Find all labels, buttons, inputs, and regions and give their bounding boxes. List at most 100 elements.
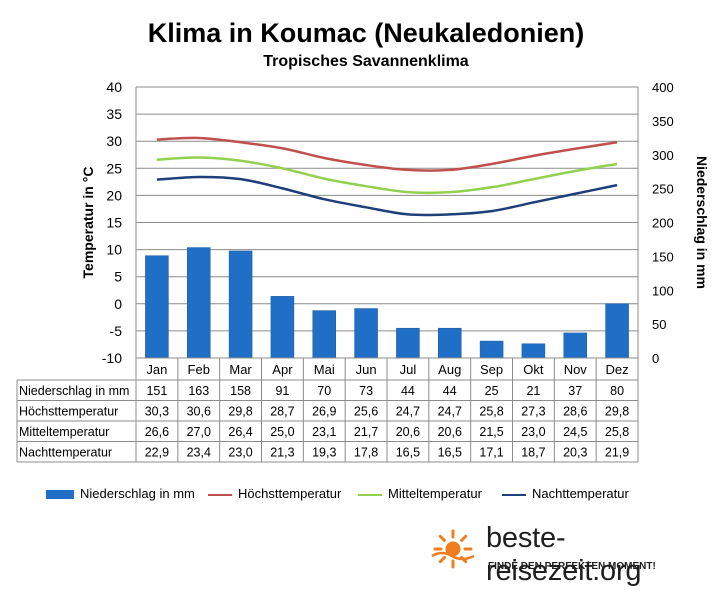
sun-icon	[431, 529, 475, 569]
month-label: Sep	[480, 362, 503, 377]
legend-item-precipitation: Niederschlag in mm	[46, 486, 195, 501]
precipitation-bar	[312, 310, 337, 359]
table-cell: 16,5	[396, 446, 420, 460]
right-tick-label: 0	[652, 351, 659, 366]
table-cell: 44	[443, 384, 457, 398]
precipitation-bar	[563, 332, 588, 359]
chart-title: Klima in Koumac (Neukaledonien)	[147, 18, 585, 48]
table-cell: 20,3	[563, 446, 587, 460]
table-cell: 23,1	[312, 425, 336, 439]
table-cell: 20,6	[438, 425, 462, 439]
table-cell: 30,6	[187, 405, 211, 419]
table-cell: 28,6	[563, 405, 587, 419]
table-cell: 163	[188, 384, 209, 398]
precipitation-bar	[521, 343, 546, 359]
temperature-lines	[156, 136, 618, 217]
table-cell: 17,1	[479, 446, 503, 460]
max-temp-line	[156, 136, 618, 172]
legend-swatch-line	[358, 493, 382, 496]
left-tick-label: -10	[102, 350, 122, 366]
table-cell: 21,9	[605, 446, 629, 460]
table-row-label: Nachttemperatur	[19, 446, 112, 460]
precipitation-bar	[479, 340, 504, 359]
table-row-label: Höchsttemperatur	[19, 405, 118, 419]
table-cell: 25	[485, 384, 499, 398]
left-tick-label: 0	[114, 296, 122, 312]
axes: 4035302520151050-5-104003503002502001501…	[80, 79, 710, 377]
table-cell: 37	[568, 384, 582, 398]
month-label: Jun	[356, 362, 377, 377]
left-tick-label: 10	[106, 242, 122, 258]
table-cell: 29,8	[605, 405, 629, 419]
table-cell: 25,8	[605, 425, 629, 439]
precipitation-bar	[396, 327, 420, 359]
right-tick-label: 50	[652, 317, 666, 332]
right-tick-label: 150	[652, 249, 674, 264]
legend-item-max-temp: Höchsttemperatur	[208, 486, 341, 501]
month-label: Dez	[606, 362, 629, 377]
table-cell: 23,0	[521, 425, 545, 439]
table-cell: 21	[526, 384, 540, 398]
chart-subtitle: Tropisches Savannenklima	[263, 53, 469, 70]
table-cell: 26,9	[312, 405, 336, 419]
table-cell: 24,7	[396, 405, 420, 419]
gridlines	[136, 86, 638, 359]
table-cell: 20,6	[396, 425, 420, 439]
climate-chart: 4035302520151050-5-104003503002502001501…	[16, 79, 710, 463]
month-label: Mar	[229, 362, 252, 377]
table-cell: 73	[359, 384, 373, 398]
legend-swatch-bar	[46, 490, 74, 500]
legend-swatch-line	[502, 493, 526, 496]
table-row-label: Mitteltemperatur	[19, 425, 109, 439]
legend-swatch-line	[208, 493, 232, 496]
table-cell: 70	[317, 384, 331, 398]
brand-logo: beste-reisezeit.org FINDE DEN PERFEKTEN …	[430, 520, 720, 590]
left-tick-label: -5	[110, 323, 123, 339]
right-tick-label: 200	[652, 216, 674, 231]
table-cell: 26,4	[228, 425, 252, 439]
table-cell: 23,0	[228, 446, 252, 460]
table-cell: 26,6	[145, 425, 169, 439]
precipitation-bar	[354, 308, 378, 359]
right-tick-label: 100	[652, 283, 674, 298]
table-cell: 22,9	[145, 446, 169, 460]
left-tick-label: 5	[114, 269, 122, 285]
legend-label: Mitteltemperatur	[388, 486, 482, 501]
brand-name: beste-reisezeit.org	[486, 522, 642, 587]
table-cell: 24,5	[563, 425, 587, 439]
legend-item-night-temp: Nachttemperatur	[502, 486, 629, 501]
table-cell: 19,3	[312, 446, 336, 460]
month-label: Jan	[146, 362, 167, 377]
legend-label: Niederschlag in mm	[80, 486, 195, 501]
table-cell: 18,7	[521, 446, 545, 460]
table-cell: 27,3	[521, 405, 545, 419]
table-cell: 25,6	[354, 405, 378, 419]
month-label: Feb	[188, 362, 210, 377]
table-cell: 80	[610, 384, 624, 398]
table-cell: 16,5	[438, 446, 462, 460]
month-label: Jul	[400, 362, 417, 377]
table-cell: 30,3	[145, 405, 169, 419]
month-label: Aug	[438, 362, 461, 377]
table-cell: 28,7	[270, 405, 294, 419]
precipitation-bar	[605, 303, 629, 359]
month-label: Okt	[523, 362, 544, 377]
left-tick-label: 25	[106, 160, 122, 176]
right-tick-label: 400	[652, 80, 674, 95]
left-tick-label: 35	[106, 106, 122, 122]
precipitation-bars	[145, 247, 629, 359]
table-cell: 158	[230, 384, 251, 398]
precipitation-bar	[270, 296, 295, 359]
left-tick-label: 15	[106, 215, 122, 231]
month-label: Nov	[564, 362, 588, 377]
table-cell: 21,7	[354, 425, 378, 439]
data-table: Niederschlag in mm 151 163 158 91 70 73 44 44 25 2…	[16, 358, 639, 463]
table-cell: 21,5	[479, 425, 503, 439]
table-cell: 25,0	[270, 425, 294, 439]
right-tick-label: 350	[652, 114, 674, 129]
legend-label: Höchsttemperatur	[238, 486, 342, 501]
left-tick-label: 40	[106, 79, 122, 95]
table-cell: 23,4	[187, 446, 211, 460]
table-cell: 29,8	[228, 405, 252, 419]
precipitation-bar	[186, 247, 211, 359]
